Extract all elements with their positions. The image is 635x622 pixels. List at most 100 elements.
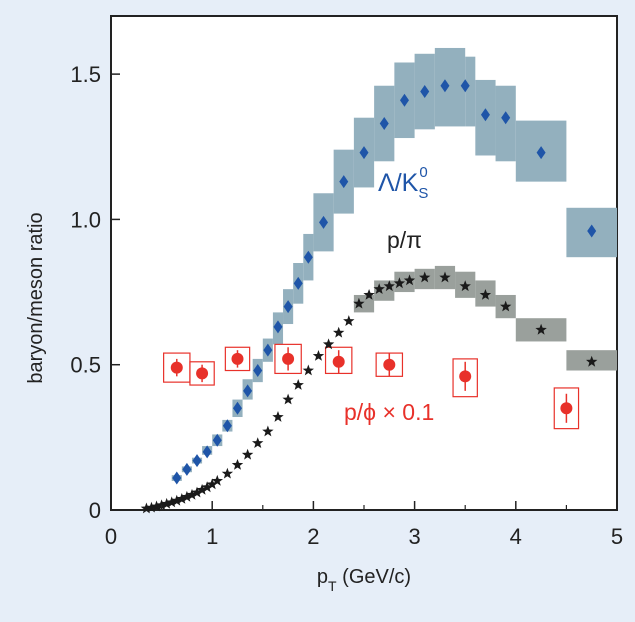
proton-data-point — [333, 326, 345, 338]
proton-data-point — [439, 271, 451, 283]
proton-data-point — [535, 323, 547, 335]
proton-data-point — [419, 271, 431, 283]
proton-data-point — [191, 486, 203, 498]
x-tick-label: 4 — [510, 524, 522, 549]
proton-data-point — [282, 393, 294, 405]
lambda-data-point — [440, 79, 450, 93]
lambda-data-point — [359, 146, 369, 160]
phi-data-point — [231, 352, 244, 365]
proton-data-point — [500, 300, 512, 312]
proton-data-point — [292, 379, 304, 390]
proton-data-point — [140, 502, 153, 514]
lambda-data-point — [319, 215, 329, 229]
lambda-data-point — [172, 471, 182, 485]
lambda-data-point — [293, 276, 303, 290]
proton-data-point — [393, 277, 406, 289]
phi-systematic-box — [274, 343, 302, 375]
y-tick-label: 1.5 — [70, 62, 101, 87]
proton-data-point — [201, 481, 213, 493]
proton-data-point — [150, 500, 163, 512]
lambda-error-band — [434, 47, 466, 127]
phi-systematic-box — [224, 346, 251, 372]
lambda-data-point — [339, 175, 349, 189]
y-tick-label: 0.5 — [70, 353, 101, 378]
x-tick-label: 1 — [206, 524, 218, 549]
proton-data-point — [231, 459, 244, 470]
lambda-data-point — [273, 320, 283, 334]
lambda-data-point — [536, 146, 546, 160]
lambda-data-point — [283, 300, 293, 314]
phi-systematic-box — [189, 361, 215, 386]
proton-data-point — [186, 488, 198, 500]
proton-data-point — [302, 364, 314, 376]
proton-data-point — [155, 499, 168, 511]
series-label-phi: p/ϕ × 0.1 — [344, 399, 434, 425]
proton-data-point — [206, 478, 218, 490]
lambda-data-point — [501, 111, 511, 125]
y-tick-label: 0 — [89, 498, 101, 523]
lambda-data-point — [212, 433, 222, 447]
proton-data-point — [161, 497, 173, 509]
lambda-data-point — [253, 364, 263, 378]
lambda-data-point — [202, 445, 212, 459]
proton-data-point — [343, 315, 355, 326]
x-tick-label: 2 — [307, 524, 319, 549]
proton-data-point — [459, 280, 471, 292]
proton-data-point — [262, 425, 274, 437]
phi-systematic-box — [553, 387, 580, 430]
lambda-data-point — [303, 250, 313, 264]
proton-data-point — [383, 280, 395, 292]
lambda-data-point — [222, 419, 232, 433]
x-tick-label: 3 — [408, 524, 420, 549]
phi-data-point — [332, 355, 345, 368]
lambda-data-point — [460, 79, 470, 93]
proton-data-point — [241, 448, 254, 460]
phi-data-point — [196, 367, 209, 380]
proton-data-point — [176, 493, 188, 504]
proton-data-point — [211, 474, 223, 486]
phi-data-point — [282, 352, 295, 365]
lambda-data-point — [420, 85, 430, 99]
proton-data-point — [252, 437, 264, 448]
proton-data-point — [166, 496, 178, 508]
x-axis-label: pT (GeV/c) — [317, 566, 411, 594]
y-axis-label: baryon/meson ratio — [25, 212, 47, 383]
lambda-error-band — [465, 56, 476, 127]
series-label-lambda: Λ/KS0 — [378, 164, 428, 202]
phi-systematic-box — [452, 358, 478, 398]
proton-data-point — [363, 289, 375, 300]
lambda-data-point — [587, 224, 597, 238]
lambda-data-point — [480, 108, 490, 122]
phi-data-point — [459, 370, 472, 383]
phi-data-point — [170, 361, 183, 374]
lambda-data-point — [182, 462, 192, 476]
series-label-proton: p/π — [387, 227, 422, 253]
phi-data-point — [383, 358, 396, 371]
phi-data-point — [560, 402, 573, 415]
lambda-data-point — [263, 343, 273, 357]
proton-data-point — [171, 494, 183, 506]
phi-systematic-box — [324, 346, 353, 375]
lambda-data-point — [399, 93, 409, 107]
proton-data-point — [353, 297, 365, 309]
proton-data-point — [403, 274, 416, 286]
lambda-data-point — [233, 401, 242, 415]
proton-data-point — [181, 490, 193, 502]
proton-data-point — [312, 350, 325, 361]
proton-data-point — [221, 467, 234, 479]
lambda-data-point — [243, 384, 253, 398]
proton-data-point — [272, 411, 284, 422]
proton-data-point — [322, 338, 335, 350]
proton-data-point — [479, 289, 492, 300]
x-tick-label: 5 — [611, 524, 623, 549]
lambda-data-point — [192, 454, 202, 468]
proton-data-point — [373, 283, 385, 294]
plot-area — [110, 15, 618, 511]
x-tick-label: 0 — [105, 524, 117, 549]
proton-data-point — [145, 501, 158, 513]
lambda-data-point — [379, 117, 389, 131]
proton-data-point — [196, 483, 208, 495]
proton-data-point — [586, 355, 598, 367]
